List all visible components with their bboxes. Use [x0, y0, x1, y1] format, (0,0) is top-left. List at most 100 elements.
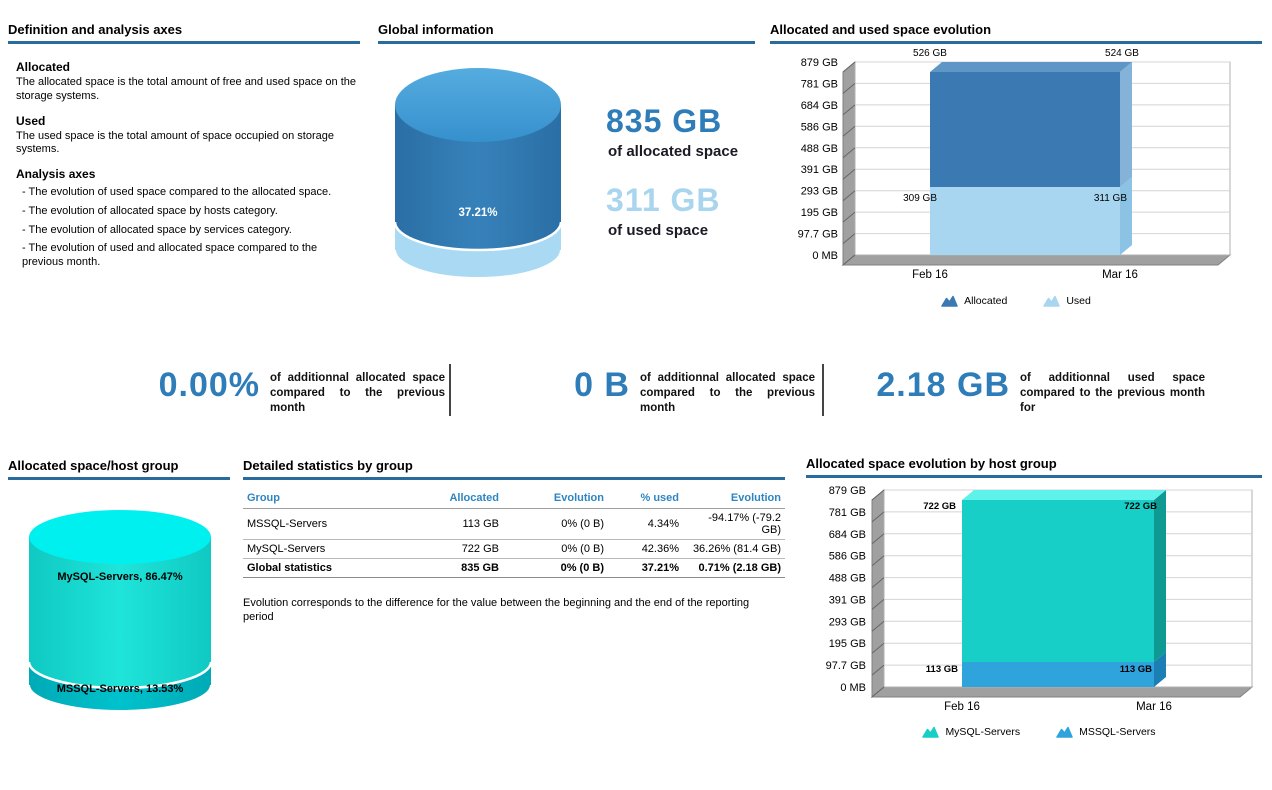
host-evolution-legend: MySQL-Servers MSSQL-Servers: [806, 726, 1272, 738]
svg-text:Feb 16: Feb 16: [912, 269, 948, 281]
legend-item-mssql: MSSQL-Servers: [1056, 726, 1156, 738]
kpi-used-bytes: 2.18 GB of additionnal used space compar…: [848, 366, 1205, 416]
legend-label: MySQL-Servers: [945, 726, 1021, 738]
allocated-area-top: [930, 62, 1132, 72]
cell-group: MySQL-Servers: [247, 543, 326, 555]
used-total-caption: of used space: [608, 222, 709, 239]
allocated-legend-icon: [941, 295, 958, 307]
chart-floor: [841, 254, 1232, 266]
svg-text:391 GB: 391 GB: [801, 164, 838, 176]
table-row-global: Global statistics 835 GB 0% (0 B) 37.21%…: [243, 558, 785, 578]
used-heading: Used: [16, 113, 46, 128]
svg-text:488 GB: 488 GB: [829, 573, 866, 585]
svg-text:0 MB: 0 MB: [812, 250, 838, 262]
allocated-definition: The allocated space is the total amount …: [16, 76, 357, 102]
mysql-area-side: [1154, 490, 1166, 662]
svg-text:586 GB: 586 GB: [829, 551, 866, 563]
stats-table: Group Allocated Evolution % used Evoluti…: [243, 488, 785, 578]
kpi-allocated-bytes: 0 B of additionnal allocated space compa…: [495, 366, 815, 416]
definitions-section: Definition and analysis axes Allocated T…: [8, 22, 360, 270]
svg-text:684 GB: 684 GB: [801, 100, 838, 112]
svg-text:97.7 GB: 97.7 GB: [826, 660, 866, 672]
cell-evolution-pct: 0.71% (2.18 GB): [698, 562, 781, 574]
col-evolution: Evolution: [553, 492, 604, 504]
svg-text:97.7 GB: 97.7 GB: [798, 229, 838, 241]
used-mar-label: 311 GB: [1094, 193, 1127, 204]
svg-text:391 GB: 391 GB: [829, 594, 866, 606]
wall-hatches: [842, 61, 856, 266]
allocated-total-caption: of allocated space: [608, 143, 739, 160]
legend-label: Allocated: [964, 295, 1008, 307]
col-group: Group: [247, 492, 280, 504]
analysis-axes-item: - The evolution of used space compared t…: [22, 186, 332, 198]
analysis-axes-item: - The evolution of allocated space by ho…: [22, 204, 278, 217]
cell-evolution-pct: -94.17% (-79.2 GB): [708, 512, 781, 536]
stats-header-row: Group Allocated Evolution % used Evoluti…: [243, 488, 785, 509]
col-evolution-pct: Evolution: [730, 492, 781, 504]
legend-item-mysql: MySQL-Servers: [922, 726, 1020, 738]
mssql-feb-label: 113 GB: [926, 664, 958, 675]
used-legend-icon: [1043, 295, 1061, 307]
svg-text:Feb 16: Feb 16: [944, 701, 980, 713]
mssql-mar-label: 113 GB: [1120, 664, 1152, 675]
mssql-slice-label: MSSQL-Servers, 13.53%: [57, 683, 184, 695]
cell-evolution-pct: 36.26% (81.4 GB): [692, 543, 781, 555]
cell-allocated: 722 GB: [461, 543, 499, 555]
host-evolution-title: Allocated space evolution by host group: [806, 456, 1262, 478]
definitions-title: Definition and analysis axes: [8, 22, 360, 44]
allocated-mar-label: 524 GB: [1105, 48, 1139, 59]
kpi-allocated-percent: 0.00% of additionnal allocated space com…: [100, 366, 445, 416]
stats-section: Detailed statistics by group Group Alloc…: [243, 458, 785, 636]
mssql-area: [962, 662, 1154, 687]
cell-evolution: 0% (0 B): [561, 543, 604, 555]
kpi-caption: of additionnal used space compared to th…: [1020, 372, 1205, 414]
kpi-value: 0.00%: [158, 366, 260, 404]
kpi-caption: of additionnal allocated space compared …: [640, 372, 815, 414]
kpi-caption: of additionnal allocated space compared …: [270, 372, 445, 414]
host-evolution-area-chart: 722 GB 722 GB 113 GB 113 GB 879 GB 781 G…: [826, 485, 1254, 713]
cell-allocated: 113 GB: [462, 518, 500, 530]
mysql-slice-label: MySQL-Servers, 86.47%: [57, 571, 183, 583]
used-area: [930, 187, 1120, 255]
global-info-section: Global information: [378, 22, 755, 44]
cell-used-pct: 37.21%: [641, 562, 679, 574]
evolution-section: Allocated and used space evolution: [770, 22, 1262, 44]
col-allocated: Allocated: [449, 492, 499, 504]
cell-evolution: 0% (0 B): [561, 518, 604, 530]
used-total-value: 311 GB: [606, 182, 721, 218]
x-axis-labels: Feb 16 Mar 16: [912, 269, 1138, 281]
definitions-body: Allocated The allocated space is the tot…: [8, 44, 360, 270]
svg-text:0 MB: 0 MB: [840, 682, 866, 694]
svg-text:Mar 16: Mar 16: [1102, 269, 1138, 281]
kpi-divider: [822, 364, 824, 416]
svg-text:879 GB: 879 GB: [801, 57, 838, 69]
used-definition: The used space is the total amount of sp…: [16, 129, 334, 156]
cell-group: MSSQL-Servers: [247, 518, 328, 530]
analysis-axes-item: - The evolution of used and allocated sp…: [22, 242, 318, 268]
svg-text:488 GB: 488 GB: [801, 143, 838, 155]
mysql-mar-label: 722 GB: [1124, 501, 1157, 512]
kpi-value: 0 B: [574, 366, 630, 404]
svg-text:195 GB: 195 GB: [801, 207, 838, 219]
svg-text:195 GB: 195 GB: [829, 638, 866, 650]
legend-item-used: Used: [1043, 295, 1091, 307]
mysql-area-top: [962, 490, 1166, 500]
kpi-divider: [449, 364, 451, 416]
evolution-title: Allocated and used space evolution: [770, 22, 1262, 44]
cell-used-pct: 42.36%: [641, 543, 679, 555]
svg-text:781 GB: 781 GB: [829, 507, 866, 519]
stats-title: Detailed statistics by group: [243, 458, 785, 480]
host-pie-section: Allocated space/host group: [8, 458, 230, 480]
y-axis-labels: 879 GB 781 GB 684 GB 586 GB 488 GB 391 G…: [798, 57, 838, 262]
allocated-total-value: 835 GB: [606, 103, 723, 139]
used-percent-label: 37.21%: [458, 207, 497, 219]
evolution-legend: Allocated Used: [770, 295, 1262, 307]
global-info-title: Global information: [378, 22, 755, 44]
svg-text:879 GB: 879 GB: [829, 485, 866, 497]
svg-text:293 GB: 293 GB: [801, 186, 838, 198]
analysis-axes-item: - The evolution of allocated space by se…: [22, 223, 292, 236]
x-axis-labels: Feb 16 Mar 16: [944, 701, 1172, 713]
y-axis-labels: 879 GB 781 GB 684 GB 586 GB 488 GB 391 G…: [826, 485, 866, 694]
cell-evolution: 0% (0 B): [560, 562, 604, 574]
